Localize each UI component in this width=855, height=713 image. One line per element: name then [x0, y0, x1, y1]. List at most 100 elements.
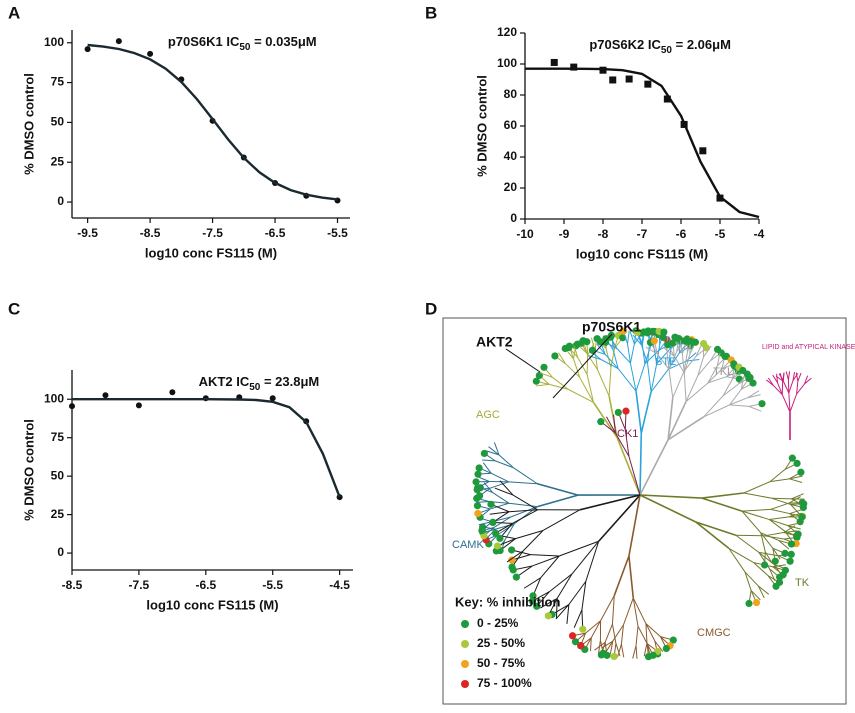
key-label: 25 - 50% — [477, 636, 525, 650]
group-label: LIPID and ATYPICAL KINASES — [762, 344, 855, 351]
kinase-dot — [579, 337, 587, 345]
tree-branch — [645, 623, 661, 638]
kinase-dot — [660, 328, 668, 336]
kinase-dot — [675, 334, 683, 343]
y-tick-label: 40 — [504, 149, 518, 163]
tree-branch — [639, 494, 697, 523]
tree-branch — [697, 356, 705, 376]
tree-branch — [645, 346, 658, 355]
tree-branch — [614, 432, 630, 457]
tree-branch — [667, 401, 687, 441]
tree-branch — [613, 414, 616, 434]
tree-branch — [596, 343, 606, 355]
y-tick-label: 60 — [504, 118, 518, 132]
tree-branch — [586, 354, 589, 375]
kinase-dot — [752, 598, 761, 607]
tree-branch — [639, 432, 643, 496]
tree-branch — [785, 371, 789, 381]
kinase-dot — [794, 530, 802, 538]
tree-branch — [482, 462, 492, 474]
kinase-dot — [532, 377, 540, 385]
kinase-dot — [797, 468, 805, 476]
tree-branch — [539, 372, 553, 378]
kinase-dot — [512, 573, 520, 581]
x-tick-label: -8.5 — [62, 578, 83, 592]
tree-branch — [588, 355, 602, 360]
tree-branch — [744, 571, 759, 587]
tree-branch — [506, 550, 524, 563]
key-label: 50 - 75% — [477, 656, 525, 670]
tree-branch — [640, 391, 652, 434]
tree-branch — [769, 519, 789, 527]
kinase-dot — [721, 352, 729, 360]
tree-branch — [512, 494, 538, 511]
tree-branch — [483, 482, 494, 493]
tree-branch — [508, 502, 538, 508]
tree-branch — [707, 376, 727, 384]
tree-branch — [627, 343, 631, 364]
kinase-dot — [491, 529, 500, 537]
tree-branch — [624, 429, 630, 457]
y-axis-label: % DMSO control — [21, 73, 36, 175]
kinase-dot — [606, 333, 615, 341]
tree-branch — [590, 620, 602, 639]
x-tick-label: -8 — [598, 227, 609, 241]
tree-branch — [620, 624, 624, 645]
kinase-dot — [474, 484, 482, 492]
kinase-dot — [493, 542, 502, 550]
kinase-dot — [761, 561, 769, 569]
tree-branch — [629, 343, 635, 364]
kinase-dot — [643, 329, 652, 337]
tree-branch — [697, 360, 711, 376]
tree-branch — [559, 540, 599, 557]
tree-branch — [540, 555, 560, 579]
tree-branch — [488, 446, 500, 456]
tree-branch — [644, 345, 652, 365]
tree-branch — [695, 344, 703, 357]
callout-label: p70S6K1 — [582, 319, 641, 335]
annotation-subscript: 50 — [661, 45, 673, 56]
group-label: TKL — [713, 366, 733, 378]
data-point — [663, 95, 671, 103]
kinase-dot — [540, 363, 548, 371]
tree-branch — [707, 368, 723, 384]
y-tick-label: 20 — [504, 180, 518, 194]
x-tick-label: -9.5 — [77, 226, 98, 240]
tree-branch — [675, 341, 683, 354]
tree-branch — [606, 416, 616, 434]
tree-branch — [616, 348, 631, 364]
kinase-dot — [474, 470, 482, 478]
tree-branch — [494, 487, 514, 496]
tree-branch — [600, 595, 615, 621]
tree-branch — [620, 644, 625, 658]
kinase-dot — [619, 327, 627, 335]
tree-branch — [635, 626, 639, 646]
key-swatch — [461, 660, 469, 668]
group-label: CMGC — [697, 627, 731, 639]
tree-branch — [609, 641, 614, 655]
chart-panel: C 0 25 50 75 100 -8.5 -7.5 -6.5 -5.5 -4.5 log10 con… — [8, 299, 353, 612]
x-tick-label: -6.5 — [195, 578, 216, 592]
tree-branch — [476, 501, 490, 503]
data-point — [102, 392, 109, 399]
tree-branch — [522, 530, 544, 552]
tree-branch — [804, 377, 812, 385]
kinase-dot — [602, 338, 610, 346]
kinase-dot — [508, 556, 516, 564]
tree-branch — [672, 371, 685, 399]
y-tick-label: 50 — [51, 468, 65, 482]
tree-branch — [493, 516, 511, 528]
tree-branch — [486, 450, 500, 456]
tree-branch — [504, 523, 515, 541]
panel-label: B — [425, 3, 437, 22]
tree-branch — [635, 645, 638, 659]
tree-branch — [788, 380, 794, 394]
annotation: AKT2 IC50 = 23.8μM — [199, 374, 320, 392]
tree-branch — [784, 530, 798, 537]
tree-branch — [482, 459, 496, 462]
tree-branch — [539, 597, 558, 609]
kinase-dot — [565, 343, 573, 352]
kinase-dot — [474, 509, 482, 518]
tree-branch — [573, 609, 583, 628]
tree-branch — [555, 604, 570, 620]
